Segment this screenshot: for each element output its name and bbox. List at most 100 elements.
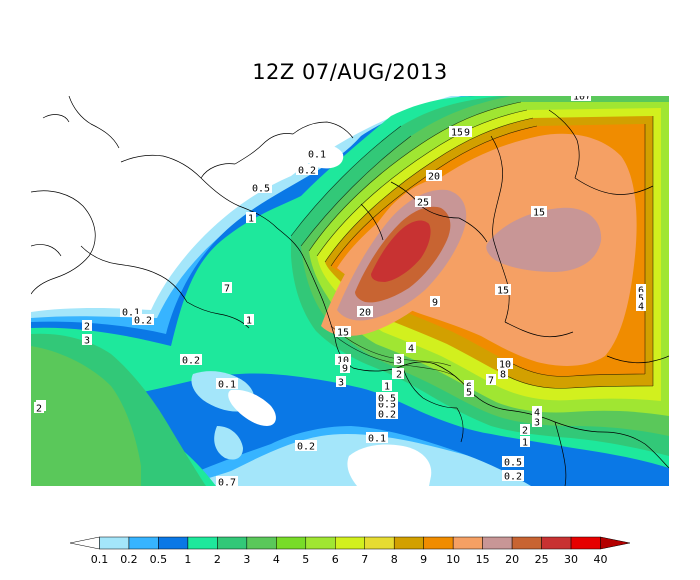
contour-label-box <box>82 334 92 345</box>
contour-label-box <box>532 416 542 427</box>
contour-label: 4 <box>532 406 542 419</box>
contour-label: 0.1 <box>306 148 328 161</box>
colorbar-swatch <box>511 536 542 550</box>
contour-label-text: 0.5 <box>378 400 396 411</box>
contour-label-box <box>520 424 530 435</box>
contour-label-box <box>497 358 513 369</box>
contour-label-box <box>366 432 388 443</box>
contour-label-box <box>34 402 44 413</box>
contour-label-box <box>394 368 404 379</box>
contour-label-box <box>216 378 238 389</box>
contour-label-box <box>306 148 328 159</box>
contour-label-box <box>295 440 317 451</box>
colorbar-tick-label: 5 <box>302 553 309 566</box>
colorbar-tick-label: 0.5 <box>150 553 168 566</box>
contour-label-box <box>464 380 474 391</box>
colorbar-swatch <box>335 536 365 550</box>
contour-label: 8 <box>498 368 508 381</box>
contour-label-box <box>462 126 472 137</box>
contour-label-text: 0.2 <box>297 442 315 453</box>
colorbar-tick-label: 0.2 <box>120 553 138 566</box>
contour-label: 10 <box>335 354 351 367</box>
contour-label-text: 9 <box>464 128 470 139</box>
contour-label: 15 <box>335 326 351 339</box>
contour-label-text: 7 <box>488 376 494 387</box>
contour-label-text: 10 <box>337 356 349 367</box>
contour-label-text: 0.1 <box>122 308 140 319</box>
contour-label: 15 <box>495 284 511 297</box>
contour-label: 0.5 <box>502 456 524 469</box>
colorbar-tick-label: 6 <box>332 553 339 566</box>
colorbar-swatch <box>570 536 601 550</box>
contour-label-text: 9 <box>432 298 438 309</box>
colorbar-swatch <box>423 536 454 550</box>
colorbar-swatch <box>364 536 395 550</box>
colorbar-swatch <box>217 536 248 550</box>
colorbar-swatch <box>305 536 336 550</box>
contour-label-box <box>180 354 202 365</box>
contour-label: 4 <box>636 300 646 313</box>
contour-label-box <box>571 96 587 101</box>
contour-label-text: 15 <box>337 328 349 339</box>
contour-label-text: 0.7 <box>218 478 236 487</box>
contour-lines <box>290 101 654 389</box>
contour-label-text: 8 <box>500 370 506 381</box>
colorbar-tick-label: 4 <box>273 553 280 566</box>
colorbar-swatch <box>276 536 307 550</box>
contour-label: 0.5 <box>376 392 398 405</box>
colorbar-tick-label: 20 <box>505 553 519 566</box>
colorbar-swatch <box>393 536 424 550</box>
colorbar-swatch <box>128 536 159 550</box>
contour-label-text: 15 <box>451 128 463 139</box>
contour-label-text: 0.2 <box>378 410 396 421</box>
contour-label: 4 <box>406 342 416 355</box>
contour-label: 1 <box>382 380 392 393</box>
contour-label: 2 <box>82 320 92 333</box>
contour-label-layer: 0.10.20.51710.10.2230.20.142130.50.50.20… <box>34 96 646 486</box>
colorbar-legend: 0.1 0.2 0.5 1 2 3 4 5 6 7 8 9 10 15 20 25 30 40 <box>0 525 700 575</box>
contour-label-text: 9 <box>342 364 348 375</box>
colorbar-swatch <box>541 536 572 550</box>
contour-label: 0.2 <box>376 408 398 421</box>
contour-label-box <box>376 392 398 403</box>
contour-label-text: 2 <box>84 322 90 333</box>
colorbar-tick-label: 8 <box>391 553 398 566</box>
contour-label-text: 7 <box>224 284 230 295</box>
contour-label-box <box>520 436 530 447</box>
contour-label: 10 <box>571 96 587 103</box>
contour-label: 0.1 <box>216 378 238 391</box>
contour-label-box <box>430 296 440 307</box>
contour-label-box <box>246 212 256 223</box>
contour-label-text: 4 <box>638 302 644 313</box>
precipitation-map: 0.10.20.51710.10.2230.20.142130.50.50.20… <box>31 96 669 486</box>
contour-label: 3 <box>394 354 404 367</box>
contour-label-box <box>340 362 350 373</box>
contour-label-box <box>531 206 547 217</box>
contour-label-text: 0.2 <box>298 166 316 177</box>
contour-label-box <box>222 282 232 293</box>
contour-label: 5 <box>464 386 474 399</box>
contour-label-text: 15 <box>497 286 509 297</box>
colorbar-tick-label: 10 <box>446 553 460 566</box>
colorbar-swatch <box>187 536 218 550</box>
colorbar-tick-label: 7 <box>361 553 368 566</box>
contour-label-box <box>382 380 392 391</box>
colorbar-swatch <box>99 536 130 550</box>
contour-label-box <box>394 354 404 365</box>
contour-label: 2 <box>34 402 44 415</box>
contour-label: 0.2 <box>180 354 202 367</box>
contour-label-box <box>502 470 524 481</box>
coastline-borders <box>31 96 669 486</box>
contour-label-box <box>336 376 346 387</box>
contour-label-box <box>357 306 373 317</box>
contour-label: 3 <box>82 334 92 347</box>
contour-label: 0.2 <box>295 440 317 453</box>
contour-label-text: 0.2 <box>134 316 152 327</box>
contour-label-box <box>296 164 318 175</box>
contour-label-text: 3 <box>396 356 402 367</box>
contour-label-box <box>376 398 398 409</box>
map-title: 12Z 07/AUG/2013 <box>252 60 448 84</box>
contour-label-box <box>464 386 474 397</box>
colorbar-swatch <box>158 536 189 550</box>
colorbar-swatch <box>452 536 483 550</box>
